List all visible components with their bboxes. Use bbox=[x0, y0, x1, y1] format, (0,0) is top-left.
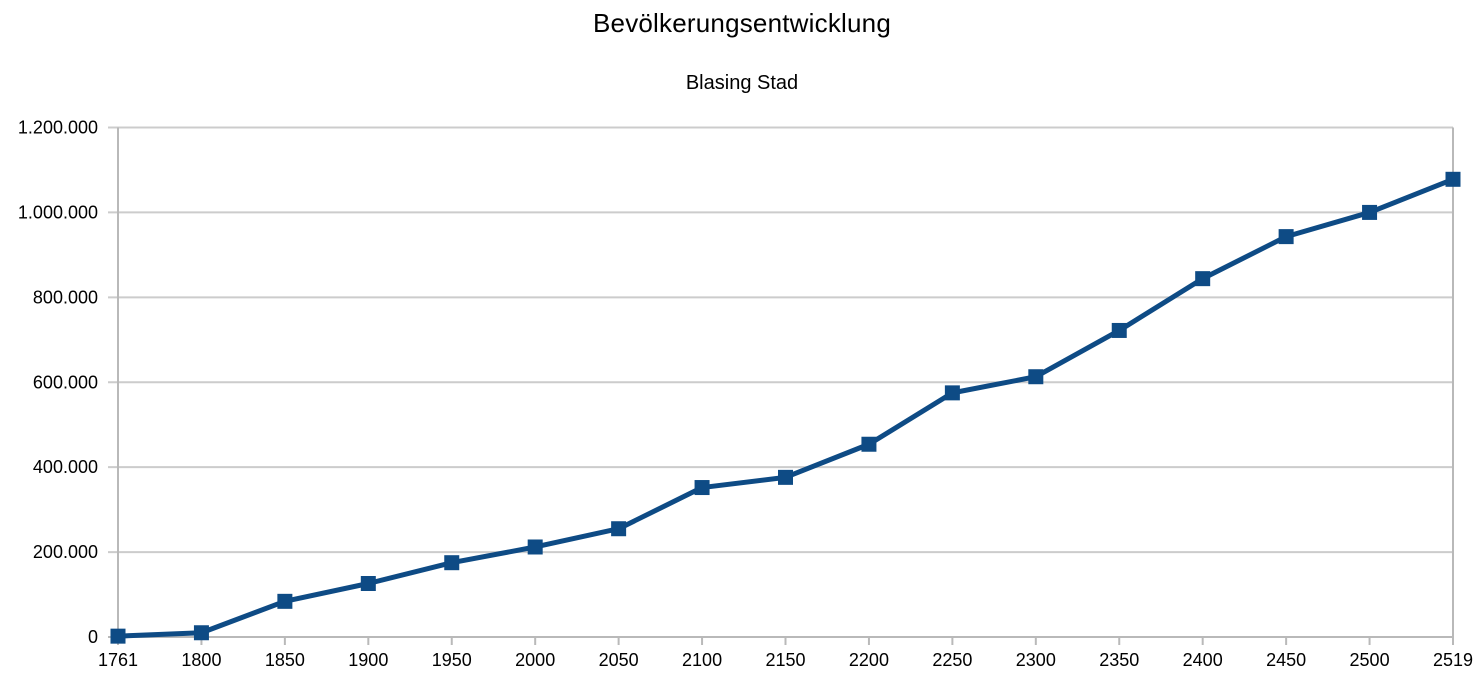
data-point-marker bbox=[778, 469, 793, 485]
y-axis-tick-label: 200.000 bbox=[33, 542, 98, 562]
data-point-marker bbox=[444, 555, 460, 571]
x-axis-tick-label: 2300 bbox=[1016, 650, 1056, 670]
x-axis-tick-label: 2500 bbox=[1350, 650, 1390, 670]
data-point-marker bbox=[1362, 204, 1378, 220]
data-point-marker bbox=[861, 436, 877, 452]
data-point-marker bbox=[193, 625, 209, 641]
x-axis-tick-label: 1850 bbox=[265, 650, 305, 670]
x-axis-tick-label: 2050 bbox=[599, 650, 639, 670]
y-axis-tick-label: 0 bbox=[88, 627, 98, 647]
x-axis-tick-label: 2350 bbox=[1099, 650, 1139, 670]
data-point-marker bbox=[1278, 229, 1294, 245]
data-point-marker bbox=[944, 385, 960, 401]
data-point-marker bbox=[611, 521, 627, 537]
x-axis-tick-label: 2150 bbox=[765, 650, 805, 670]
x-axis-tick-label: 2450 bbox=[1266, 650, 1306, 670]
chart-subtitle: Blasing Stad bbox=[685, 72, 799, 94]
x-axis-tick-label: 2519 bbox=[1433, 650, 1473, 670]
data-point-marker bbox=[1445, 171, 1461, 187]
y-axis-tick-label: 400.000 bbox=[33, 457, 98, 477]
y-axis-tick-label: 600.000 bbox=[33, 372, 98, 392]
x-axis-tick-label: 1800 bbox=[181, 650, 221, 670]
data-point-marker bbox=[360, 576, 376, 592]
x-axis-tick-label: 1950 bbox=[432, 650, 472, 670]
x-axis-tick-label: 2400 bbox=[1183, 650, 1223, 670]
data-point-marker bbox=[527, 539, 543, 555]
data-point-marker bbox=[277, 593, 293, 609]
x-axis-tick-label: 2250 bbox=[932, 650, 972, 670]
y-axis-tick-label: 800.000 bbox=[33, 287, 98, 307]
data-point-marker bbox=[1111, 322, 1127, 338]
data-point-marker bbox=[1195, 271, 1211, 287]
data-point-marker bbox=[110, 628, 126, 644]
y-axis-tick-label: 1.200.000 bbox=[18, 118, 98, 138]
data-point-marker bbox=[1028, 369, 1044, 385]
x-axis-tick-label: 2200 bbox=[849, 650, 889, 670]
x-axis-tick-label: 2000 bbox=[515, 650, 555, 670]
data-line bbox=[117, 176, 1454, 639]
data-point-marker bbox=[694, 480, 710, 496]
x-axis-tick-label: 2100 bbox=[682, 650, 722, 670]
x-axis-tick-label: 1761 bbox=[98, 650, 138, 670]
x-axis-tick-label: 1900 bbox=[348, 650, 388, 670]
y-axis-tick-label: 1.000.000 bbox=[18, 202, 98, 222]
chart-title: Bevölkerungsentwicklung bbox=[593, 8, 891, 38]
